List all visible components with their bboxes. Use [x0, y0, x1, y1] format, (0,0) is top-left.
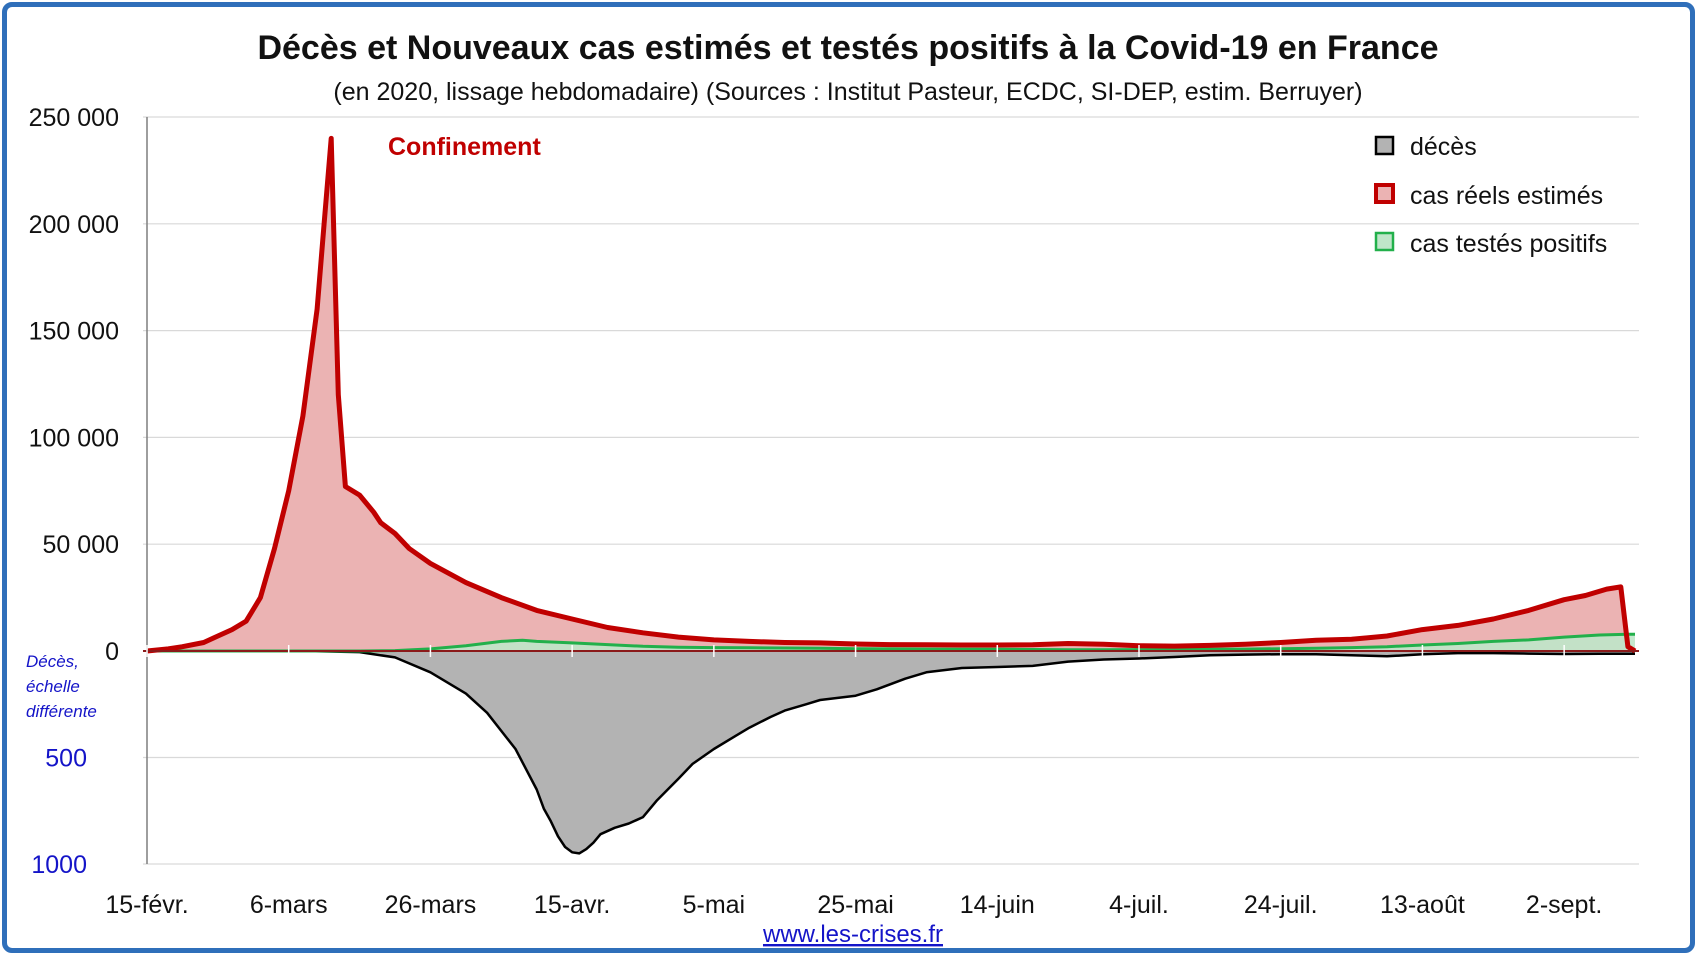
- confinement-annotation: Confinement: [388, 133, 541, 161]
- x-tick-label-10: 2-sept.: [1526, 891, 1602, 919]
- y-tick-label-2: 150 000: [29, 318, 119, 346]
- chart-svg: Décès et Nouveaux cas estimés et testés …: [26, 29, 1639, 948]
- y-tick-label-4: 50 000: [43, 531, 119, 559]
- y-tick-label-5: 0: [105, 638, 119, 666]
- deaths-tick-label-0: 500: [45, 745, 87, 773]
- x-tick-label-6: 14-juin: [960, 891, 1035, 919]
- y-tick-label-1: 200 000: [29, 211, 119, 239]
- y-tick-label-0: 250 000: [29, 104, 119, 132]
- legend: décès cas réels estimés cas testés posit…: [1374, 133, 1607, 258]
- x-tick-label-2: 26-mars: [385, 891, 477, 919]
- x-tick-label-9: 13-août: [1380, 891, 1465, 919]
- legend-label-cas-reels: cas réels estimés: [1410, 182, 1603, 210]
- x-tick-label-0: 15-févr.: [105, 891, 188, 919]
- y-tick-labels: 250 000 200 000 150 000 100 000 50 000 0: [29, 104, 119, 666]
- footer-link-text[interactable]: www.les-crises.fr: [762, 921, 943, 948]
- legend-label-deces: décès: [1410, 133, 1477, 161]
- deaths-note-line-1: Décès,: [26, 652, 79, 671]
- x-tick-labels: 15-févr. 6-mars 26-mars 15-avr. 5-mai 25-mai 1…: [105, 891, 1602, 919]
- legend-swatch-cas-reels: [1374, 183, 1395, 204]
- deaths-axis-note: Décès, échelle différente: [26, 652, 97, 721]
- x-tick-label-8: 24-juil.: [1244, 891, 1318, 919]
- axes: [143, 117, 1639, 864]
- deaths-note-line-3: différente: [26, 702, 97, 721]
- legend-swatch-deces: [1374, 135, 1395, 156]
- y-tick-label-3: 100 000: [29, 424, 119, 452]
- cas-testes-area: [147, 634, 1635, 651]
- deaths-tick-labels: 500 1000: [31, 745, 87, 880]
- legend-label-cas-testes: cas testés positifs: [1410, 230, 1607, 258]
- deaths-tick-label-1: 1000: [31, 851, 87, 879]
- x-tick-label-1: 6-mars: [250, 891, 328, 919]
- chart-subtitle: (en 2020, lissage hebdomadaire) (Sources…: [333, 78, 1362, 106]
- cas-testes-line: [147, 632, 1635, 653]
- series-areas: [146, 135, 1637, 855]
- cas-reels-area: [147, 138, 1635, 651]
- x-tick-label-3: 15-avr.: [534, 891, 610, 919]
- x-tick-label-4: 5-mai: [683, 891, 746, 919]
- deces-area: [147, 651, 1635, 854]
- footer-link[interactable]: www.les-crises.fr: [762, 921, 943, 948]
- x-tick-label-5: 25-mai: [817, 891, 893, 919]
- deces-line: [147, 649, 1635, 855]
- chart-title: Décès et Nouveaux cas estimés et testés …: [257, 29, 1438, 67]
- deaths-note-line-2: échelle: [26, 677, 80, 696]
- legend-swatch-cas-testes: [1374, 231, 1395, 252]
- cas-reels-line: [146, 135, 1637, 654]
- x-tick-label-7: 4-juil.: [1109, 891, 1169, 919]
